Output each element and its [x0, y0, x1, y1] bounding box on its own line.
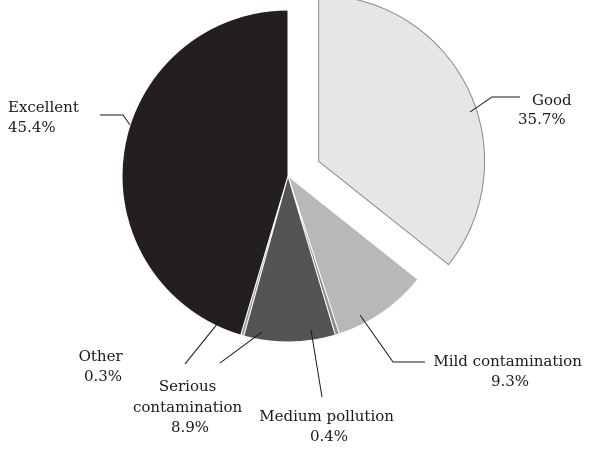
leader-line-other [184, 317, 223, 365]
label-good: Good 35.7% [518, 91, 576, 128]
label-mild-name: Mild contamination [433, 352, 582, 370]
label-serious-name: Serious [159, 377, 217, 395]
label-mild-contamination: Mild contamination 9.3% [433, 352, 586, 390]
leader-line-excellent [100, 114, 131, 126]
pie-slice-serious-contamination [243, 174, 336, 343]
label-other-name: Other [79, 347, 124, 365]
leader-line-medium-pollution [310, 329, 323, 398]
leader-line-mild-contamination [359, 314, 425, 363]
pie-slices [121, 0, 486, 343]
label-serious-word: contamination [133, 398, 243, 416]
leader-line-serious-contamination [219, 331, 263, 364]
pie-slice-excellent [121, 9, 289, 336]
label-excellent: Excellent 45.4% [8, 98, 84, 136]
leader-lines [100, 96, 520, 398]
label-other: Other 0.3% [79, 347, 128, 385]
pie-slice-good [318, 0, 486, 266]
label-good-value: 35.7% [518, 110, 566, 128]
label-serious-contamination: Serious contamination 8.9% [133, 377, 247, 436]
label-other-value: 0.3% [84, 367, 122, 385]
label-mild-value: 9.3% [491, 372, 529, 390]
label-medium-pollution: Medium pollution 0.4% [259, 407, 398, 445]
label-good-name: Good [532, 91, 572, 109]
label-medium-name: Medium pollution [259, 407, 394, 425]
leader-line-good [469, 96, 520, 113]
slice-labels: Good 35.7% Mild contamination 9.3% Mediu… [8, 91, 586, 445]
label-excellent-name: Excellent [8, 98, 79, 116]
label-serious-value: 8.9% [171, 418, 209, 436]
pie-slice-mild-contamination [287, 174, 419, 335]
label-medium-value: 0.4% [310, 427, 348, 445]
label-excellent-value: 45.4% [8, 118, 56, 136]
